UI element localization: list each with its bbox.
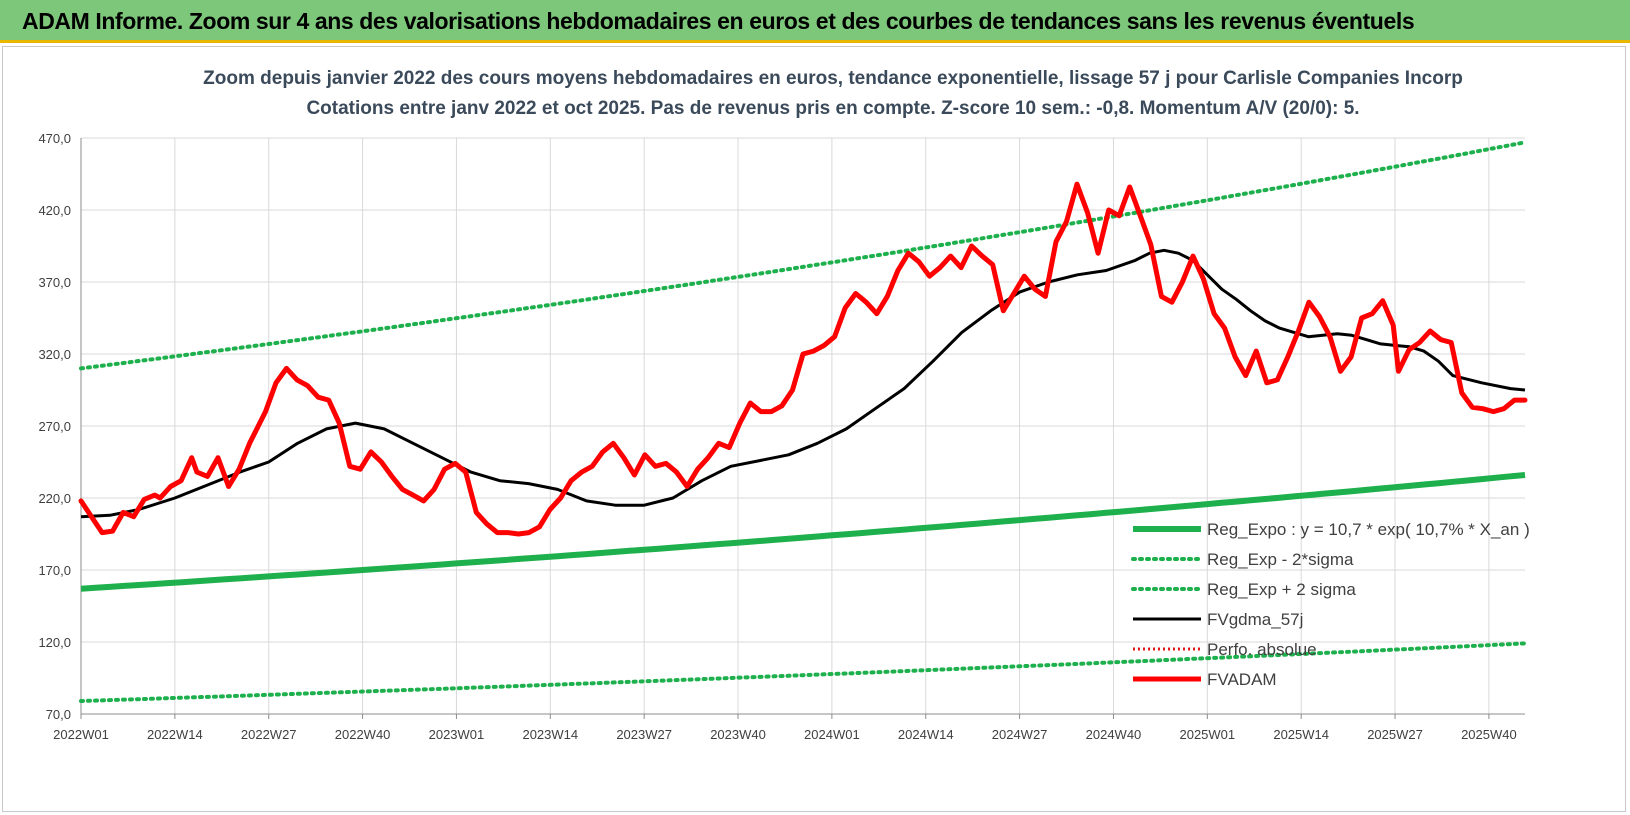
chart-title-line2: Cotations entre janv 2022 et oct 2025. P… — [306, 98, 1359, 119]
legend: Reg_Expo : y = 10,7 * exp( 10,7% * X_an … — [1131, 520, 1530, 689]
y-tick-label: 320,0 — [38, 347, 71, 362]
legend-label-band_high: Reg_Exp + 2 sigma — [1207, 580, 1356, 599]
x-tick-label: 2023W01 — [429, 727, 485, 742]
y-tick-label: 470,0 — [38, 131, 71, 146]
x-tick-label: 2022W14 — [147, 727, 203, 742]
series-fvadam — [78, 181, 1528, 537]
y-tick-label: 370,0 — [38, 275, 71, 290]
report-banner: ADAM Informe. Zoom sur 4 ans des valoris… — [0, 0, 1630, 43]
y-tick-label: 420,0 — [38, 203, 71, 218]
grid — [80, 137, 1525, 715]
y-tick-label: 120,0 — [38, 635, 71, 650]
series-reg-exp-minus-2sigma — [79, 641, 1527, 703]
x-tick-label: 2024W40 — [1086, 727, 1142, 742]
x-tick-label: 2025W40 — [1461, 727, 1517, 742]
x-tick-label: 2023W14 — [522, 727, 578, 742]
chart-frame: Zoom depuis janvier 2022 des cours moyen… — [2, 46, 1626, 812]
legend-label-band_low: Reg_Exp - 2*sigma — [1207, 550, 1354, 569]
x-tick-label: 2022W27 — [241, 727, 297, 742]
y-tick-label: 70,0 — [46, 707, 71, 722]
x-tick-label: 2024W14 — [898, 727, 954, 742]
x-tick-label: 2025W27 — [1367, 727, 1423, 742]
x-tick-label: 2024W27 — [992, 727, 1048, 742]
y-tick-label: 220,0 — [38, 491, 71, 506]
series-fvgdma-57j — [80, 248, 1526, 519]
series-reg-expo — [80, 472, 1526, 592]
x-tick-label: 2022W40 — [335, 727, 391, 742]
x-tick-label: 2023W40 — [710, 727, 766, 742]
x-axis: 2022W01 2022W14 2022W27 2022W40 2023W01 2023W… — [53, 714, 1517, 742]
legend-label-reg: Reg_Expo : y = 10,7 * exp( 10,7% * X_an … — [1207, 520, 1530, 539]
legend-label-price: FVADAM — [1207, 670, 1277, 689]
report-title: ADAM Informe. Zoom sur 4 ans des valoris… — [22, 8, 1415, 34]
x-tick-label: 2025W14 — [1273, 727, 1329, 742]
y-axis: 470,0 420,0 370,0 320,0 270,0 220,0 170,0 120,0… — [38, 131, 71, 722]
legend-label-ma: FVgdma_57j — [1207, 610, 1303, 629]
legend-label-perfo: Perfo. absolue — [1207, 640, 1317, 659]
chart-title-line1: Zoom depuis janvier 2022 des cours moyen… — [203, 68, 1463, 89]
x-tick-label: 2023W27 — [616, 727, 672, 742]
x-tick-label: 2025W01 — [1179, 727, 1235, 742]
series-group — [78, 140, 1528, 703]
series-reg-exp-plus-2sigma — [79, 140, 1527, 371]
y-tick-label: 170,0 — [38, 563, 71, 578]
chart: Zoom depuis janvier 2022 des cours moyen… — [38, 68, 1530, 742]
y-tick-label: 270,0 — [38, 419, 71, 434]
x-tick-label: 2022W01 — [53, 727, 109, 742]
x-tick-label: 2024W01 — [804, 727, 860, 742]
